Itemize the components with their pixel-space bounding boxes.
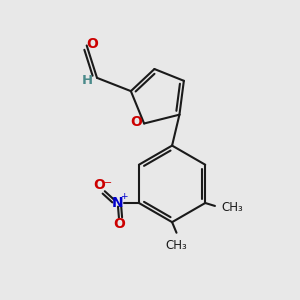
Text: N: N: [112, 196, 124, 210]
Text: O: O: [86, 37, 98, 51]
Text: CH₃: CH₃: [166, 239, 188, 252]
Text: −: −: [104, 178, 112, 188]
Text: +: +: [121, 192, 128, 201]
Text: O: O: [130, 115, 142, 129]
Text: O: O: [93, 178, 105, 192]
Text: H: H: [82, 74, 93, 87]
Text: O: O: [113, 217, 125, 231]
Text: CH₃: CH₃: [221, 201, 243, 214]
